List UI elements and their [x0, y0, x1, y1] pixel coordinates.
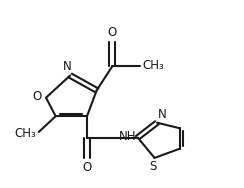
Text: S: S: [149, 160, 157, 173]
Text: O: O: [82, 161, 92, 174]
Text: O: O: [33, 90, 42, 103]
Text: N: N: [63, 60, 71, 73]
Text: CH₃: CH₃: [142, 59, 164, 72]
Text: N: N: [158, 108, 166, 121]
Text: NH: NH: [119, 130, 136, 143]
Text: O: O: [108, 26, 117, 39]
Text: CH₃: CH₃: [14, 127, 36, 140]
